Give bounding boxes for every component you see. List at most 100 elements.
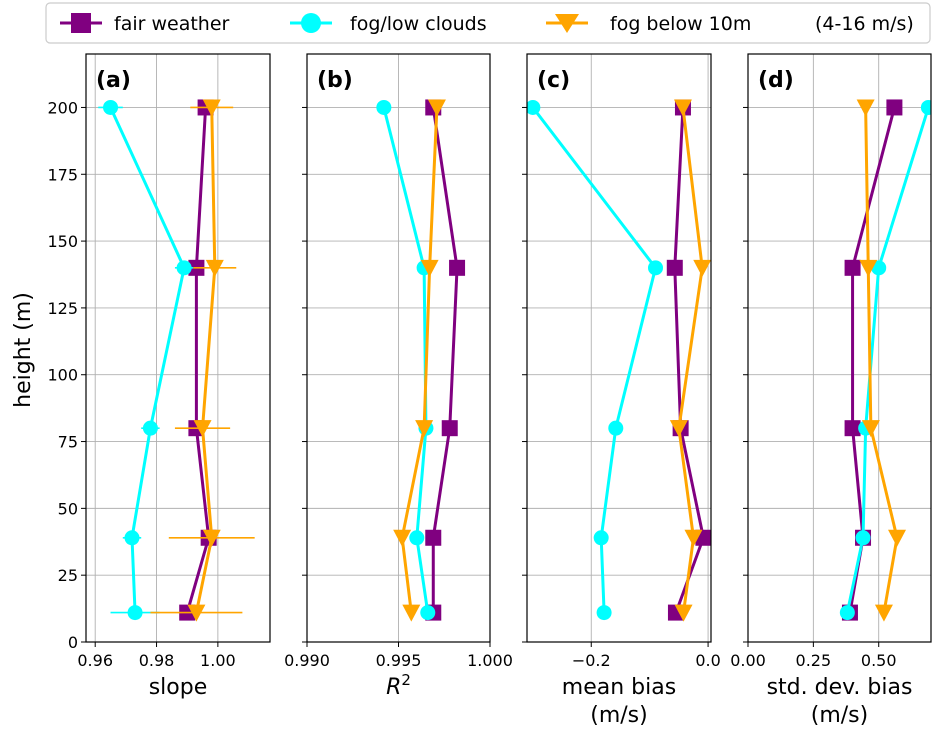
y-tick-label: 0 (68, 633, 78, 652)
data-point-circle (420, 605, 436, 621)
plot-area (376, 99, 466, 622)
x-axis-unit-label: (m/s) (811, 703, 868, 728)
data-point-triangle (427, 99, 446, 117)
data-point-triangle (684, 529, 703, 547)
legend-note: (4-16 m/s) (815, 13, 914, 35)
data-point-square (449, 259, 466, 276)
data-point-circle (593, 530, 609, 546)
x-axis-label: slope (149, 675, 208, 700)
data-point-triangle (205, 259, 224, 277)
square-marker-icon (71, 13, 91, 33)
x-tick-label: 0.96 (77, 651, 113, 670)
x-axis-label: mean bias (562, 675, 676, 700)
data-point-triangle (874, 604, 893, 622)
data-point-circle (920, 99, 931, 115)
x-tick-label: 1.00 (200, 651, 236, 670)
data-point-circle (142, 420, 158, 436)
legend-entry-fog-low-clouds: fog/low clouds (290, 13, 487, 35)
data-point-triangle (202, 99, 221, 117)
legend-label: fog/low clouds (350, 13, 487, 35)
data-point-square (441, 420, 458, 437)
data-point-square (886, 99, 903, 116)
data-point-triangle (674, 604, 693, 622)
panel-c: −0.2 0.0 (c) mean bias (m/s) (522, 53, 721, 728)
panels: 0 25 50 75 100 125 150 175 200 0.96 0.98 1.00 (a) slo… (47, 53, 932, 728)
series-line (109, 106, 186, 613)
circle-marker-icon (301, 13, 321, 33)
y-tick-label: 200 (47, 98, 78, 117)
data-point-triangle (693, 259, 711, 277)
data-point-circle (648, 260, 664, 276)
x-tick-label: 0.00 (730, 651, 766, 670)
x-tick-label: 0.25 (796, 651, 832, 670)
data-point-triangle (861, 420, 880, 438)
data-point-triangle (420, 259, 439, 277)
x-tick-label: 0.990 (284, 651, 330, 670)
triangle-down-marker-icon (555, 14, 579, 33)
axes-frame (85, 53, 271, 643)
legend-frame (45, 2, 931, 44)
data-point-triangle (193, 420, 212, 438)
x-tick-label: 0.0 (695, 651, 720, 670)
data-point-triangle (856, 99, 875, 117)
y-tick-label: 25 (58, 566, 78, 585)
y-tick-label: 175 (47, 165, 78, 184)
x-axis-label: R2 (386, 671, 411, 700)
x-tick-label: 0.995 (376, 651, 422, 670)
data-point-circle (124, 530, 140, 546)
y-tick-label: 50 (58, 499, 78, 518)
panel-label: (b) (317, 68, 353, 93)
x-axis-unit-label: (m/s) (590, 703, 647, 728)
legend-label: fog below 10m (610, 13, 751, 35)
axes-frame (747, 53, 932, 643)
data-point-square (844, 420, 861, 437)
data-point-square (844, 259, 861, 276)
panel-label: (d) (758, 68, 794, 93)
panel-b: 0.990 0.995 1.000 (b) R2 (284, 53, 513, 700)
data-point-circle (103, 99, 119, 115)
data-point-circle (596, 605, 612, 621)
data-point-triangle (402, 604, 421, 622)
data-point-triangle (202, 529, 221, 547)
y-tick-label: 150 (47, 232, 78, 251)
y-tick-label: 100 (47, 366, 78, 385)
data-point-circle (376, 99, 392, 115)
x-axis-label: std. dev. bias (767, 675, 913, 700)
y-tick-label: 75 (58, 433, 78, 452)
data-point-circle (176, 260, 192, 276)
data-point-square (666, 259, 683, 276)
legend-entry-fair-weather: fair weather (60, 13, 230, 35)
y-tick-label: 125 (47, 299, 78, 318)
data-point-circle (127, 605, 143, 621)
x-tick-label: 0.98 (139, 651, 175, 670)
panel-a: 0 25 50 75 100 125 150 175 200 0.96 0.98 1.00 (a) slo… (47, 53, 271, 700)
plot-area (839, 99, 931, 622)
data-point-triangle (673, 99, 692, 117)
data-point-square (425, 529, 442, 546)
legend-entry-fog-below-10m: fog below 10m (546, 13, 751, 35)
plot-area (527, 99, 711, 622)
data-point-circle (839, 605, 855, 621)
data-point-circle (409, 530, 425, 546)
data-point-triangle (415, 420, 434, 438)
data-point-triangle (393, 529, 412, 547)
data-point-triangle (669, 420, 688, 438)
plot-area (98, 99, 255, 622)
panel-label: (c) (537, 68, 570, 93)
data-point-circle (855, 530, 871, 546)
y-axis-label: height (m) (11, 292, 36, 408)
axes-frame (526, 53, 712, 643)
data-point-circle (608, 420, 624, 436)
legend-label: fair weather (114, 13, 230, 35)
x-tick-label: 0.50 (861, 651, 897, 670)
x-tick-label: −0.2 (572, 651, 611, 670)
legend: fair weather fog/low clouds fog below 10… (45, 2, 931, 44)
panel-label: (a) (96, 68, 131, 93)
panel-d: 0.00 0.25 0.50 (d) std. dev. bias (m/s) (730, 53, 932, 728)
x-tick-label: 1.000 (467, 651, 513, 670)
axes-frame (306, 53, 491, 643)
data-point-triangle (888, 529, 907, 547)
data-point-triangle (859, 259, 878, 277)
data-point-triangle (187, 604, 206, 622)
